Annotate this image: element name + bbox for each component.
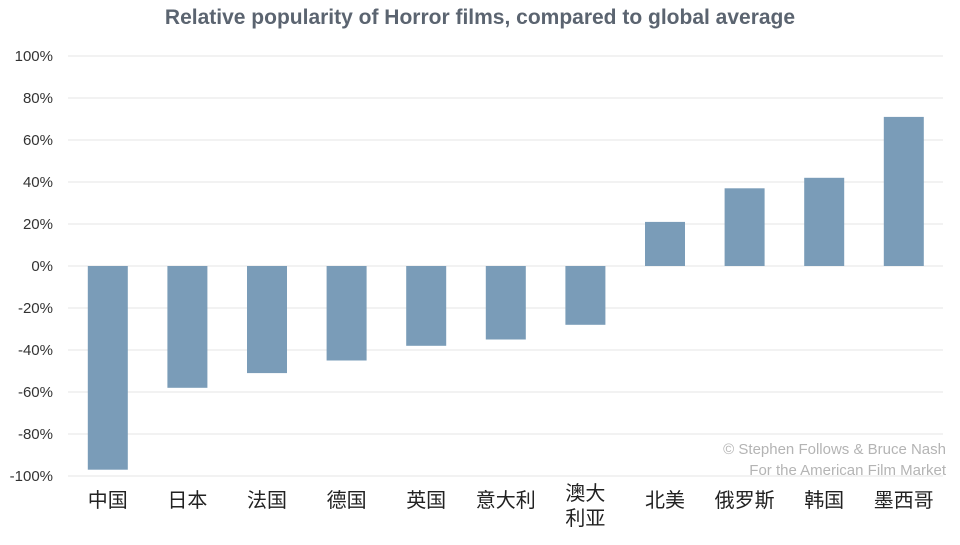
y-tick-label: 0% [31, 258, 53, 275]
y-tick-label: -40% [18, 342, 53, 359]
bar [247, 266, 287, 374]
x-tick-label: 北美 [645, 488, 685, 512]
x-tick-label: 墨西哥 [874, 488, 934, 512]
x-axis-ticks: 中国 日本 法国 德国 英国 意大利 澳大利亚 北美 俄罗斯 韩国 墨西哥 [88, 481, 934, 530]
y-tick-label: 40% [23, 174, 53, 191]
x-tick-label: 法国 [247, 488, 287, 512]
bar [565, 266, 606, 325]
bar [406, 266, 447, 346]
bar [326, 266, 367, 361]
credit: © Stephen Follows & Bruce Nash For the A… [723, 441, 947, 479]
y-axis-ticks: 100% 80% 60% 40% 20% 0% -20% -40% -60% -80% -100% [10, 48, 53, 485]
x-tick-label: 日本 [167, 488, 207, 512]
bar [87, 266, 128, 470]
y-tick-label: -60% [18, 384, 53, 401]
bar [724, 188, 765, 266]
bar [804, 177, 845, 266]
y-tick-label: 20% [23, 216, 53, 233]
x-tick-label: 意大利 [476, 488, 536, 512]
bars [87, 116, 924, 470]
bar [645, 221, 685, 266]
y-tick-label: 60% [23, 132, 53, 149]
y-tick-label: -20% [18, 300, 53, 317]
y-tick-label: 80% [23, 90, 53, 107]
x-tick-label: 英国 [406, 488, 446, 512]
y-tick-label: 100% [15, 48, 53, 65]
x-tick-label: 澳大利亚 [565, 481, 605, 530]
chart-title: Relative popularity of Horror films, com… [165, 6, 795, 29]
y-tick-label: -80% [18, 426, 53, 443]
x-tick-label: 德国 [327, 488, 367, 512]
x-tick-label: 韩国 [804, 488, 844, 512]
x-tick-label: 中国 [88, 488, 128, 512]
bar [883, 116, 924, 267]
bar [167, 266, 208, 388]
y-tick-label: -100% [10, 468, 53, 485]
x-tick-label: 俄罗斯 [715, 488, 775, 512]
credit-line-2: For the American Film Market [749, 462, 947, 479]
bar [485, 266, 526, 340]
credit-line-1: © Stephen Follows & Bruce Nash [723, 441, 946, 458]
